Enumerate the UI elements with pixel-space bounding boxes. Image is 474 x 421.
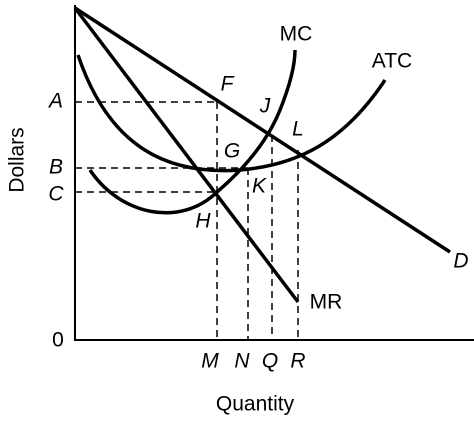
point-label: K — [252, 175, 267, 198]
x-tick-label: N — [234, 350, 250, 373]
origin-label: 0 — [52, 329, 64, 352]
curve-label: MC — [280, 23, 313, 46]
point-label: G — [224, 140, 240, 163]
x-tick-label: Q — [262, 350, 278, 373]
y-tick-label: B — [49, 156, 63, 179]
y-axis-label: Dollars — [6, 127, 29, 192]
curve-label: ATC — [372, 50, 412, 73]
curve-label: D — [453, 250, 468, 273]
x-tick-label: R — [290, 350, 305, 373]
guides — [75, 101, 299, 340]
demand-curve — [74, 6, 451, 254]
x-tick-label: M — [201, 350, 219, 373]
mr-curve — [73, 6, 300, 304]
point-label: H — [195, 210, 211, 233]
point-label: L — [292, 118, 304, 141]
y-tick-label: A — [47, 90, 63, 113]
point-label: J — [259, 95, 271, 118]
y-tick-label: C — [48, 183, 64, 206]
x-axis-label: Quantity — [216, 393, 295, 416]
point-label: F — [221, 73, 235, 96]
atc-curve — [76, 54, 387, 173]
curve-label: MR — [310, 291, 343, 314]
